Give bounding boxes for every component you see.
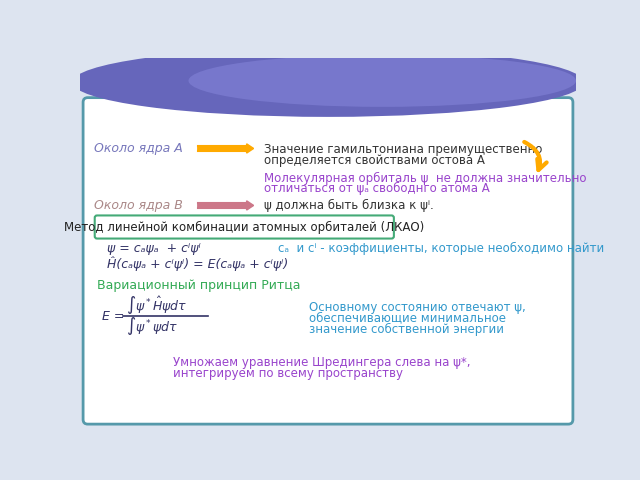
Text: E =: E = bbox=[102, 310, 124, 323]
Text: Метод линейной комбинации атомных орбиталей (ЛКАО): Метод линейной комбинации атомных орбита… bbox=[64, 220, 424, 234]
FancyArrow shape bbox=[198, 144, 253, 153]
Text: $\int\psi^*\psi d\tau$: $\int\psi^*\psi d\tau$ bbox=[127, 314, 179, 336]
Text: Молекулярная орбиталь ψ  не должна значительно: Молекулярная орбиталь ψ не должна значит… bbox=[264, 171, 587, 185]
Ellipse shape bbox=[189, 55, 576, 107]
Text: ψ = cₐψₐ  + cⁱψⁱ: ψ = cₐψₐ + cⁱψⁱ bbox=[107, 242, 201, 255]
FancyBboxPatch shape bbox=[83, 97, 573, 424]
Text: Около ядра A: Около ядра A bbox=[94, 142, 182, 155]
Text: cₐ  и cⁱ - коэффициенты, которые необходимо найти: cₐ и cⁱ - коэффициенты, которые необходи… bbox=[278, 242, 604, 255]
Text: Основному состоянию отвечают ψ,: Основному состоянию отвечают ψ, bbox=[308, 301, 525, 314]
Text: Ĥ(cₐψₐ + cⁱψⁱ) = E(cₐψₐ + cⁱψⁱ): Ĥ(cₐψₐ + cⁱψⁱ) = E(cₐψₐ + cⁱψⁱ) bbox=[107, 257, 289, 271]
Text: Значение гамильтониана преимущественно: Значение гамильтониана преимущественно bbox=[264, 143, 543, 156]
Text: значение собственной энергии: значение собственной энергии bbox=[308, 323, 504, 336]
Text: Умножаем уравнение Шредингера слева на ψ*,: Умножаем уравнение Шредингера слева на ψ… bbox=[173, 356, 470, 370]
FancyArrow shape bbox=[198, 201, 253, 210]
Text: определяется свойствами остова A: определяется свойствами остова A bbox=[264, 154, 485, 167]
Text: Вариационный принцип Ритца: Вариационный принцип Ритца bbox=[97, 279, 301, 292]
Text: ψ должна быть близка к ψⁱ.: ψ должна быть близка к ψⁱ. bbox=[264, 199, 434, 212]
Text: интегрируем по всему пространству: интегрируем по всему пространству bbox=[173, 367, 403, 380]
Ellipse shape bbox=[72, 48, 584, 117]
FancyBboxPatch shape bbox=[95, 216, 394, 239]
Text: Около ядра B: Около ядра B bbox=[94, 199, 183, 212]
Text: $\int\psi^*\hat{H}\psi d\tau$: $\int\psi^*\hat{H}\psi d\tau$ bbox=[127, 295, 188, 317]
Text: отличаться от ψₐ свободнго атома A: отличаться от ψₐ свободнго атома A bbox=[264, 182, 490, 195]
Text: обеспечивающие минимальное: обеспечивающие минимальное bbox=[308, 312, 506, 324]
